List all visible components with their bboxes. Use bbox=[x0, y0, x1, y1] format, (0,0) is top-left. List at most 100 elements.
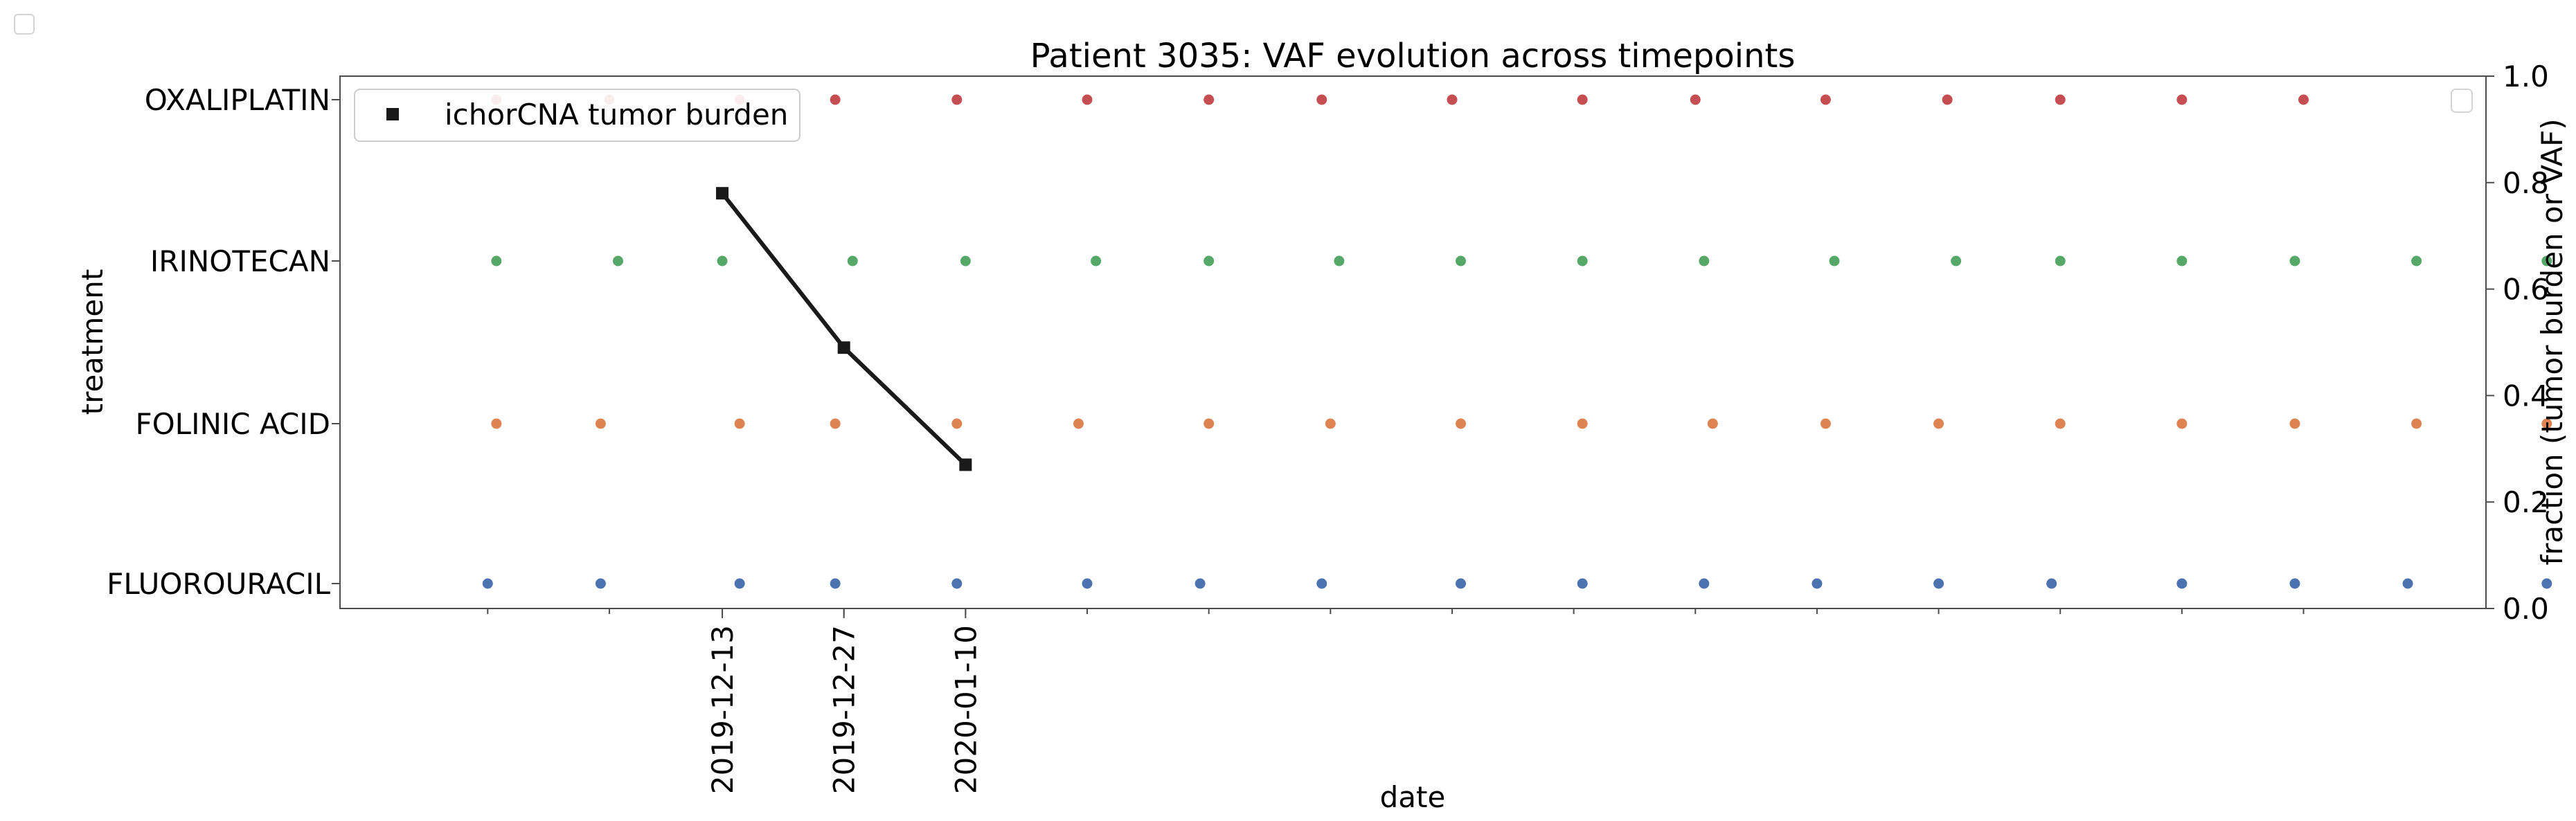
treatment-point bbox=[482, 578, 493, 589]
treatment-point bbox=[951, 578, 963, 589]
treatment-point bbox=[1820, 418, 1831, 429]
data-marks bbox=[482, 94, 2552, 589]
treatment-point bbox=[1073, 418, 1084, 429]
treatment-point bbox=[2289, 578, 2300, 589]
treatment-point bbox=[612, 255, 623, 267]
plot-area bbox=[339, 75, 2487, 609]
tumor-burden-point bbox=[837, 341, 850, 354]
x-axis-label: date bbox=[1380, 780, 1446, 814]
treatment-point bbox=[1316, 578, 1327, 589]
treatment-point bbox=[1933, 578, 1944, 589]
treatment-point bbox=[595, 418, 606, 429]
treatment-point bbox=[1195, 578, 1206, 589]
tumor-burden-line bbox=[720, 192, 967, 467]
treatment-point bbox=[2176, 94, 2188, 105]
treatment-point bbox=[1316, 94, 1327, 105]
tumor-burden-point bbox=[716, 187, 729, 200]
treatment-point bbox=[1829, 255, 1840, 267]
treatment-point bbox=[2055, 255, 2066, 267]
treatment-point bbox=[734, 578, 745, 589]
x-tick-label: 2019-12-13 bbox=[706, 625, 740, 794]
treatment-point bbox=[1334, 255, 1345, 267]
treatment-point bbox=[1933, 418, 1944, 429]
x-tick-label: 2020-01-10 bbox=[949, 625, 983, 794]
legend-label: ichorCNA tumor burden bbox=[445, 98, 788, 132]
treatment-point bbox=[2289, 418, 2300, 429]
treatment-point bbox=[1577, 578, 1588, 589]
treatment-point bbox=[1204, 418, 1215, 429]
legend-box bbox=[354, 89, 800, 142]
treatment-point bbox=[1690, 94, 1701, 105]
treatment-point bbox=[1091, 255, 1102, 267]
y-tick-label: FLUOROURACIL bbox=[107, 567, 330, 601]
left-axis: FLUOROURACIL FOLINIC ACID IRINOTECAN OXALIP… bbox=[107, 83, 340, 601]
treatment-point bbox=[1204, 255, 1215, 267]
treatment-point bbox=[2176, 255, 2188, 267]
treatment-point bbox=[951, 418, 963, 429]
treatment-point bbox=[1707, 418, 1718, 429]
treatment-point bbox=[1942, 94, 1953, 105]
legend: ichorCNA tumor burden bbox=[354, 89, 800, 142]
treatment-point bbox=[960, 255, 971, 267]
treatment-point bbox=[2541, 578, 2552, 589]
legend-marker bbox=[386, 108, 399, 120]
treatment-point bbox=[1082, 578, 1093, 589]
y-tick-label: IRINOTECAN bbox=[150, 244, 330, 278]
bottom-axis: 2019-12-13 2019-12-27 2020-01-10 bbox=[487, 608, 2305, 794]
y2-tick-label: 0.2 bbox=[2503, 485, 2549, 519]
treatment-point bbox=[734, 418, 745, 429]
treatment-point bbox=[1456, 255, 1467, 267]
treatment-point bbox=[2402, 578, 2413, 589]
treatment-point bbox=[1812, 578, 1823, 589]
y-axis-label: treatment bbox=[75, 269, 109, 415]
treatment-point bbox=[2411, 418, 2422, 429]
y2-tick-label: 0.8 bbox=[2503, 166, 2549, 200]
chart-title: Patient 3035: VAF evolution across timep… bbox=[1030, 37, 1796, 75]
treatment-point bbox=[717, 255, 728, 267]
treatment-point bbox=[491, 418, 502, 429]
treatment-point bbox=[1447, 94, 1458, 105]
treatment-point bbox=[1951, 255, 1962, 267]
treatment-point bbox=[2176, 578, 2188, 589]
treatment-point bbox=[830, 418, 841, 429]
treatment-point bbox=[1577, 255, 1588, 267]
treatment-point bbox=[1577, 94, 1588, 105]
treatment-point bbox=[2055, 418, 2066, 429]
treatment-point bbox=[2541, 255, 2552, 267]
empty-legend-box bbox=[2451, 89, 2473, 113]
treatment-point bbox=[2289, 255, 2300, 267]
treatment-point bbox=[2411, 255, 2422, 267]
y-tick-label: OXALIPLATIN bbox=[145, 83, 330, 117]
x-tick-label: 2019-12-27 bbox=[828, 625, 861, 794]
treatment-point bbox=[1577, 418, 1588, 429]
y2-axis-label: fraction (tumor burden or VAF) bbox=[2535, 118, 2569, 565]
treatment-point bbox=[1325, 418, 1336, 429]
treatment-point bbox=[830, 94, 841, 105]
treatment-point bbox=[2046, 578, 2057, 589]
treatment-point bbox=[595, 578, 606, 589]
treatment-point bbox=[1456, 578, 1467, 589]
corner-checkbox[interactable] bbox=[14, 14, 35, 35]
treatment-point bbox=[1204, 94, 1215, 105]
y2-tick-label: 0.6 bbox=[2503, 273, 2549, 307]
y-tick-label: FOLINIC ACID bbox=[135, 407, 330, 441]
y2-tick-label: 1.0 bbox=[2503, 60, 2549, 93]
treatment-point bbox=[951, 94, 963, 105]
treatment-point bbox=[2176, 418, 2188, 429]
treatment-point bbox=[847, 255, 858, 267]
treatment-point bbox=[1699, 578, 1710, 589]
right-axis: 0.0 0.2 0.4 0.6 0.8 1.0 bbox=[2486, 60, 2549, 626]
treatment-point bbox=[1820, 94, 1831, 105]
treatment-point bbox=[2541, 418, 2552, 429]
treatment-point bbox=[1082, 94, 1093, 105]
treatment-point bbox=[1699, 255, 1710, 267]
treatment-point bbox=[2055, 94, 2066, 105]
treatment-point bbox=[491, 255, 502, 267]
treatment-point bbox=[2298, 94, 2309, 105]
y2-tick-label: 0.4 bbox=[2503, 379, 2549, 413]
y2-tick-label: 0.0 bbox=[2503, 592, 2549, 626]
treatment-point bbox=[1456, 418, 1467, 429]
tumor-burden-point bbox=[959, 458, 972, 471]
treatment-point bbox=[830, 578, 841, 589]
